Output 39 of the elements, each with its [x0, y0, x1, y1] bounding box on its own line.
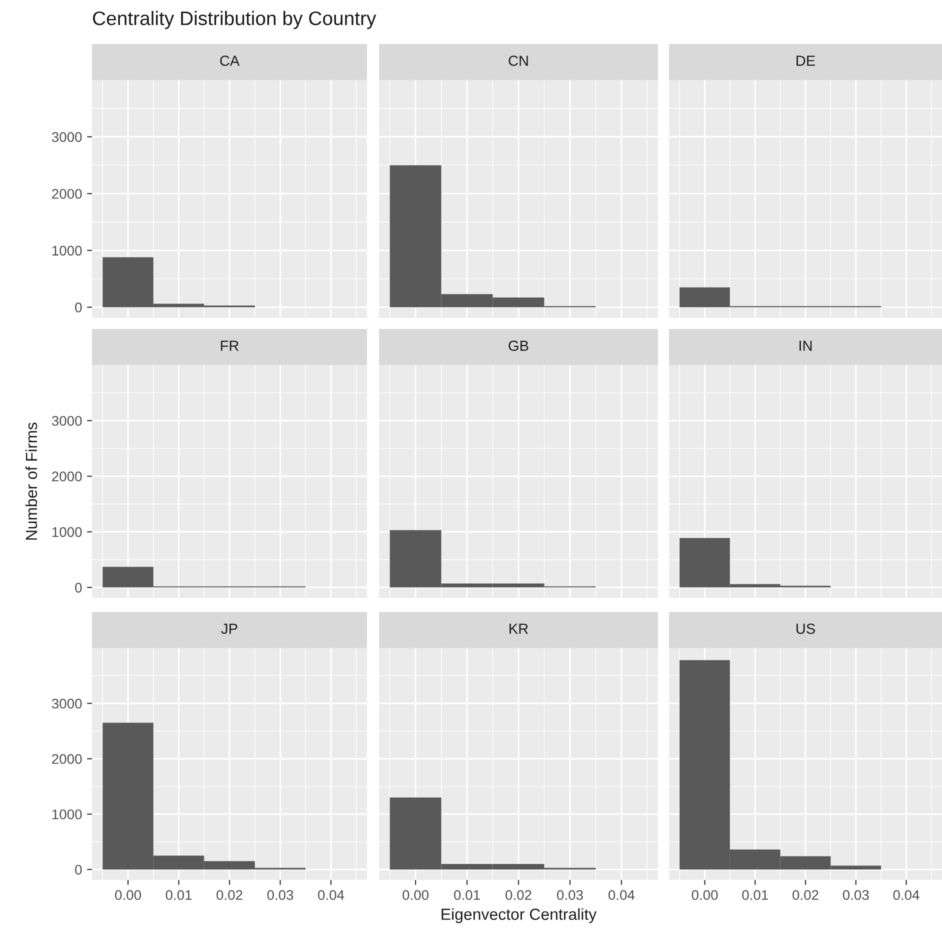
- x-tick-label: 0.04: [893, 890, 920, 900]
- y-tick-label: 2000: [52, 188, 82, 199]
- y-tick-label: 0: [75, 302, 82, 312]
- x-tick-label: 0.02: [792, 890, 818, 900]
- y-tick-label: 3000: [52, 132, 82, 142]
- x-tick-label: 0.01: [454, 890, 480, 900]
- chart-title: Centrality Distribution by Country: [92, 10, 376, 30]
- chart-subtitle: DE: [796, 56, 816, 66]
- chart-subtitle: CN: [508, 56, 528, 66]
- y-tick-label: 0: [75, 864, 82, 875]
- x-axis-title: Eigenvector Centrality: [442, 908, 597, 924]
- x-tick-label: 0.00: [115, 890, 141, 900]
- x-tick-label: 0.00: [402, 890, 429, 900]
- chart-subtitle: KR: [510, 624, 528, 634]
- y-tick-label: 3000: [52, 698, 82, 709]
- y-tick-label: 1000: [52, 809, 82, 820]
- chart-subtitle: FR: [220, 340, 239, 351]
- x-tick-label: 0.00: [692, 890, 718, 900]
- y-tick-label: 0: [75, 582, 82, 593]
- chart-subtitle: JP: [221, 624, 238, 634]
- x-tick-label: 0.01: [166, 890, 192, 900]
- y-tick-label: 2000: [52, 754, 82, 764]
- y-tick-label: 1000: [52, 246, 82, 256]
- chart-subtitle: US: [796, 624, 815, 634]
- y-tick-label: 3000: [52, 416, 82, 426]
- y-axis-title: Number of Firms: [25, 422, 38, 540]
- x-tick-label: 0.03: [842, 890, 869, 900]
- x-tick-label: 0.04: [318, 890, 344, 900]
- x-tick-label: 0.01: [742, 890, 768, 900]
- chart-subtitle: GB: [508, 340, 528, 351]
- y-tick-label: 2000: [52, 472, 82, 482]
- x-tick-label: 0.04: [608, 890, 635, 900]
- chart-subtitle: IN: [800, 340, 812, 351]
- x-tick-label: 0.03: [267, 890, 294, 900]
- y-tick-label: 1000: [52, 527, 82, 537]
- x-tick-label: 0.02: [506, 890, 532, 900]
- x-tick-label: 0.03: [557, 890, 583, 900]
- chart-subtitle: CA: [220, 56, 240, 66]
- x-tick-label: 0.02: [216, 890, 242, 900]
